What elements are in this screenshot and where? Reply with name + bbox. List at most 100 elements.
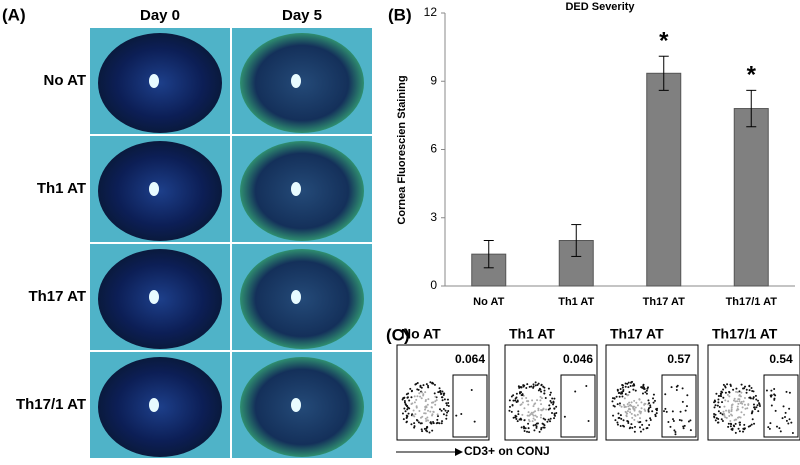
event-dot [719,412,722,415]
event-dot [535,425,538,428]
event-dot [740,391,743,394]
event-dot [715,417,718,420]
event-dot [739,416,742,419]
cornea [98,33,222,133]
event-dot [574,390,577,393]
event-dot [528,431,531,434]
event-dot [746,407,749,410]
event-dot [426,403,429,406]
event-dot [419,416,422,419]
event-dot [446,398,449,401]
event-dot [632,405,635,408]
event-dot [640,401,643,404]
event-dot [740,411,743,414]
event-dot [435,399,438,402]
event-dot [515,417,518,420]
event-dot [642,383,645,386]
event-dot [724,416,727,419]
event-dot [743,403,746,406]
event-dot [422,384,425,387]
event-dot [740,400,743,403]
event-dot [655,412,658,415]
event-dot [717,398,720,401]
event-dot [422,394,425,397]
event-dot [681,387,684,390]
reflection [291,290,301,304]
y-tick-label: 6 [430,142,437,156]
event-dot [521,401,524,404]
event-dot [543,386,546,389]
event-dot [517,413,520,416]
event-dot [438,422,441,425]
plot-title: Th1 AT [509,326,555,342]
event-dot [717,401,720,404]
event-dot [616,403,619,406]
event-dot [436,413,439,416]
event-dot [720,390,723,393]
event-dot [639,430,642,433]
event-dot [713,415,716,418]
event-dot [727,400,730,403]
event-dot [548,404,551,407]
event-dot [725,416,728,419]
event-dot [525,397,528,400]
event-dot [549,399,552,402]
event-dot [721,419,724,422]
event-dot [742,430,745,433]
event-dot [533,403,536,406]
event-dot [620,391,623,394]
event-dot [649,419,652,422]
gate [763,374,799,438]
event-dot [563,415,566,418]
chart-title: DED Severity [565,1,635,13]
event-dot [647,386,650,389]
event-dot [743,413,746,416]
event-dot [440,409,443,412]
event-dot [445,414,448,417]
event-dot [629,384,632,387]
event-dot [424,412,427,415]
y-tick-label: 9 [430,73,437,87]
event-dot [678,418,681,421]
event-dot [779,430,782,433]
event-dot [414,413,417,416]
event-dot [553,417,556,420]
event-dot [749,396,752,399]
y-axis-label: Cornea Fluorescien Staining [396,75,408,224]
event-dot [781,417,784,420]
event-dot [664,407,667,410]
event-dot [543,392,546,395]
event-dot [419,395,422,398]
event-dot [510,410,513,413]
event-dot [768,427,771,430]
cornea [98,249,222,349]
event-dot [773,393,776,396]
event-dot [627,422,630,425]
event-dot [549,420,552,423]
event-dot [714,419,717,422]
event-dot [728,414,731,417]
event-dot [420,397,423,400]
event-dot [737,402,740,405]
event-dot [752,390,755,393]
event-dot [516,400,519,403]
event-dot [733,419,736,422]
event-dot [404,410,407,413]
event-dot [754,408,757,411]
event-dot [539,416,542,419]
event-dot [655,409,658,412]
event-dot [644,391,647,394]
event-dot [732,388,735,391]
event-dot [412,409,415,412]
event-dot [753,406,756,409]
event-dot [406,396,409,399]
event-dot [438,387,441,390]
event-dot [406,408,409,411]
event-dot [639,417,642,420]
panel-label: (A) [2,5,26,24]
event-dot [680,419,683,422]
event-dot [518,392,521,395]
event-dot [734,422,737,425]
event-dot [713,401,716,404]
event-dot [639,412,642,415]
